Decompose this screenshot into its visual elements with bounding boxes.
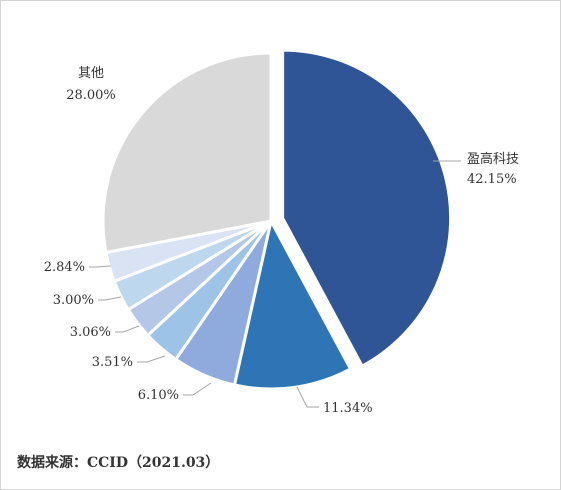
leader-line-7 <box>89 265 112 268</box>
slice-value-label: 3.06% <box>70 325 111 340</box>
slice-value-label: 11.34% <box>323 401 373 416</box>
source-note: 数据来源：CCID（2021.03） <box>17 455 220 471</box>
leader-line-2 <box>296 386 319 408</box>
leader-line-4 <box>137 355 166 363</box>
slice-value-label: 3.00% <box>53 293 94 308</box>
leader-line-5 <box>115 325 140 333</box>
slice-name-label: 其他 <box>78 66 104 81</box>
pie-slice-2 <box>232 216 353 391</box>
leader-line-6 <box>98 296 122 301</box>
slice-name-label: 盈高科技 <box>467 151 519 167</box>
slice-value-label: 3.51% <box>92 355 133 370</box>
pie-slice-1 <box>281 48 453 369</box>
pie-chart: 盈高科技 42.15% 11.34% 6.10% 3.51% 3.06% 3.00% 2.84… <box>44 48 519 416</box>
slice-value-label: 6.10% <box>138 388 179 403</box>
pie-slice-8 <box>101 51 273 255</box>
slice-value-label: 2.84% <box>44 260 85 275</box>
leader-line-3 <box>183 382 212 396</box>
slice-value-label: 28.00% <box>66 88 116 103</box>
slice-value-label: 42.15% <box>467 172 517 187</box>
